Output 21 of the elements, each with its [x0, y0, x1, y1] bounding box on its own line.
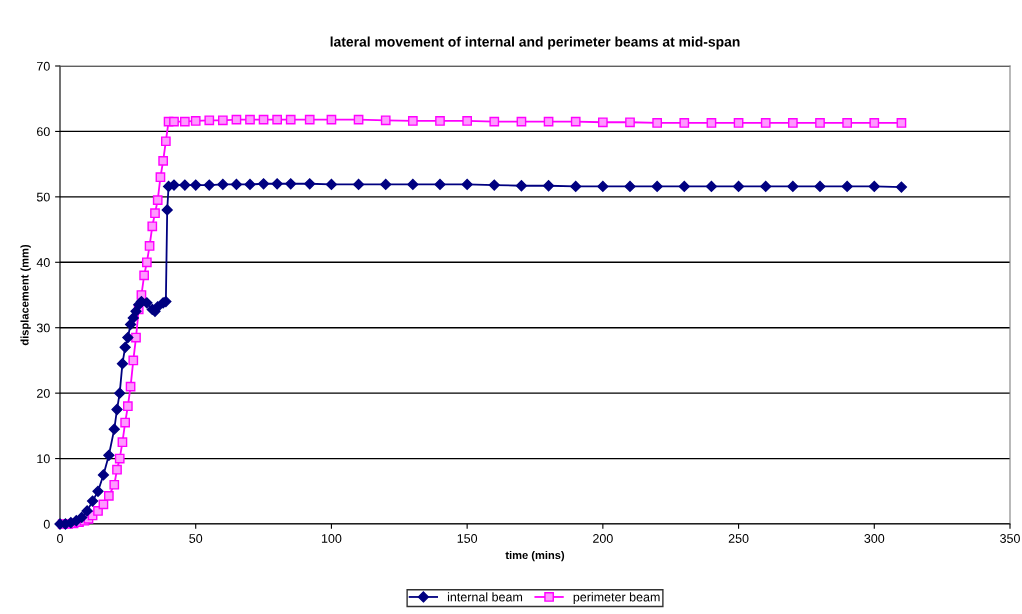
y-tick-label: 30 — [36, 323, 50, 333]
y-tick-label: 60 — [37, 127, 50, 137]
x-tick-label: 300 — [864, 534, 885, 543]
x-tick-label: 250 — [728, 534, 749, 543]
y-tick-label: 40 — [36, 258, 50, 267]
y-axis-title: displacement (mm) — [20, 244, 31, 346]
legend-label: internal beam — [447, 592, 523, 602]
x-tick-label: 200 — [593, 534, 613, 543]
y-tick-label: 20 — [37, 388, 50, 398]
x-axis-title: time (mins) — [505, 550, 565, 562]
legend-label: perimeter beam — [573, 592, 660, 604]
x-tick-label: 150 — [457, 534, 478, 543]
x-tick-label: 350 — [1000, 534, 1020, 543]
y-tick-label: 10 — [37, 454, 50, 464]
x-tick-label: 50 — [189, 534, 203, 543]
x-tick-label: 0 — [57, 534, 63, 543]
y-tick-label: 0 — [43, 519, 50, 529]
y-tick-label: 50 — [36, 192, 50, 202]
chart-title: lateral movement of internal and perimeter beams at mid-span — [330, 36, 740, 50]
y-tick-label: 70 — [37, 61, 50, 71]
x-tick-label: 100 — [321, 534, 342, 543]
